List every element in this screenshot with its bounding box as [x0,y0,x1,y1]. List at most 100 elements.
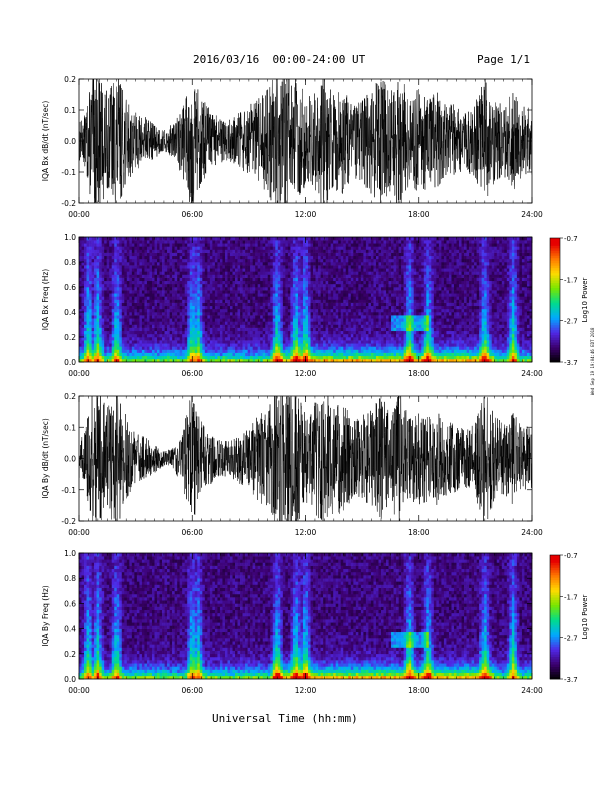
heatmap-cell [214,327,218,332]
heatmap-cell [227,308,231,313]
heatmap-cell [197,249,201,253]
heatmap-cell [129,337,133,341]
heatmap-cell [209,258,213,263]
heatmap-cell [267,321,271,325]
heatmap-cell [227,287,231,291]
heatmap-cell [189,271,193,275]
heatmap-cell [335,333,339,338]
heatmap-cell [275,324,279,328]
heatmap-cell [232,349,236,353]
heatmap-cell [378,249,382,253]
heatmap-cell [305,327,309,332]
heatmap-cell [84,308,87,313]
heatmap-cell [114,271,118,275]
heatmap-cell [144,283,148,288]
heatmap-cell [101,358,105,362]
heatmap-cell [227,352,231,357]
heatmap-cell [129,252,133,257]
heatmap-cell [260,265,264,269]
heatmap-cell [255,262,258,266]
heatmap-cell [328,274,331,278]
heatmap-cell [313,312,316,316]
heatmap-cell [275,349,279,353]
heatmap-cell [84,355,87,360]
heatmap-cell [139,308,143,313]
heatmap-cell [308,280,311,285]
heatmap-cell [343,302,347,307]
heatmap-cell [91,333,95,338]
heatmap-cell [237,358,241,362]
heatmap-cell [187,277,191,282]
heatmap-cell [124,287,128,291]
heatmap-cell [262,240,266,244]
heatmap-cell [267,352,271,357]
heatmap-cell [91,262,95,266]
heatmap-cell [297,324,301,328]
heatmap-cell [375,290,379,294]
heatmap-cell [209,246,213,250]
heatmap-cell [375,315,379,319]
heatmap-cell [257,283,261,288]
heatmap-cell [275,237,279,241]
heatmap-cell [252,249,256,253]
heatmap-cell [348,327,352,332]
heatmap-cell [94,324,97,328]
heatmap-cell [227,330,231,335]
heatmap-cell [222,258,226,263]
heatmap-cell [348,243,352,247]
heatmap-cell [96,321,100,325]
heatmap-cell [96,302,100,307]
heatmap-cell [300,271,304,275]
heatmap-cell [381,327,384,332]
heatmap-cell [116,352,120,357]
heatmap-cell [86,237,90,241]
heatmap-cell [207,346,211,350]
heatmap-cell [177,352,180,357]
heatmap-cell [119,302,123,307]
heatmap-cell [119,237,123,241]
heatmap-cell [328,355,331,360]
heatmap-cell [313,293,316,297]
heatmap-cell [134,321,138,325]
heatmap-cell [310,308,314,313]
heatmap-cell [240,258,243,263]
heatmap-cell [119,280,123,285]
heatmap-cell [164,358,168,362]
heatmap-cell [157,296,160,300]
heatmap-cell [280,249,284,253]
heatmap-cell [250,240,253,244]
heatmap-cell [328,287,331,291]
heatmap-cell [169,308,173,313]
heatmap-cell [277,271,281,275]
heatmap-cell [255,302,258,307]
heatmap-cell [84,327,87,332]
heatmap-cell [79,315,82,319]
heatmap-cell [136,321,140,325]
heatmap-cell [187,349,191,353]
heatmap-cell [315,318,319,322]
heatmap-cell [300,243,304,247]
heatmap-cell [280,343,284,347]
heatmap-cell [139,315,143,319]
heatmap-cell [129,293,133,297]
heatmap-cell [182,321,185,325]
heatmap-cell [204,293,208,297]
heatmap-cell [209,255,213,260]
heatmap-cell [340,240,344,244]
heatmap-cell [209,268,213,272]
heatmap-cell [325,358,329,362]
heatmap-cell [381,237,384,241]
heatmap-cell [320,277,324,282]
heatmap-cell [164,287,168,291]
heatmap-cell [252,296,256,300]
heatmap-cell [252,262,256,266]
heatmap-cell [184,337,188,341]
heatmap-cell [373,302,377,307]
heatmap-cell [270,252,274,257]
heatmap-cell [338,352,342,357]
heatmap-cell [280,296,284,300]
heatmap-cell [111,321,115,325]
heatmap-cell [164,237,168,241]
heatmap-cell [242,277,246,282]
